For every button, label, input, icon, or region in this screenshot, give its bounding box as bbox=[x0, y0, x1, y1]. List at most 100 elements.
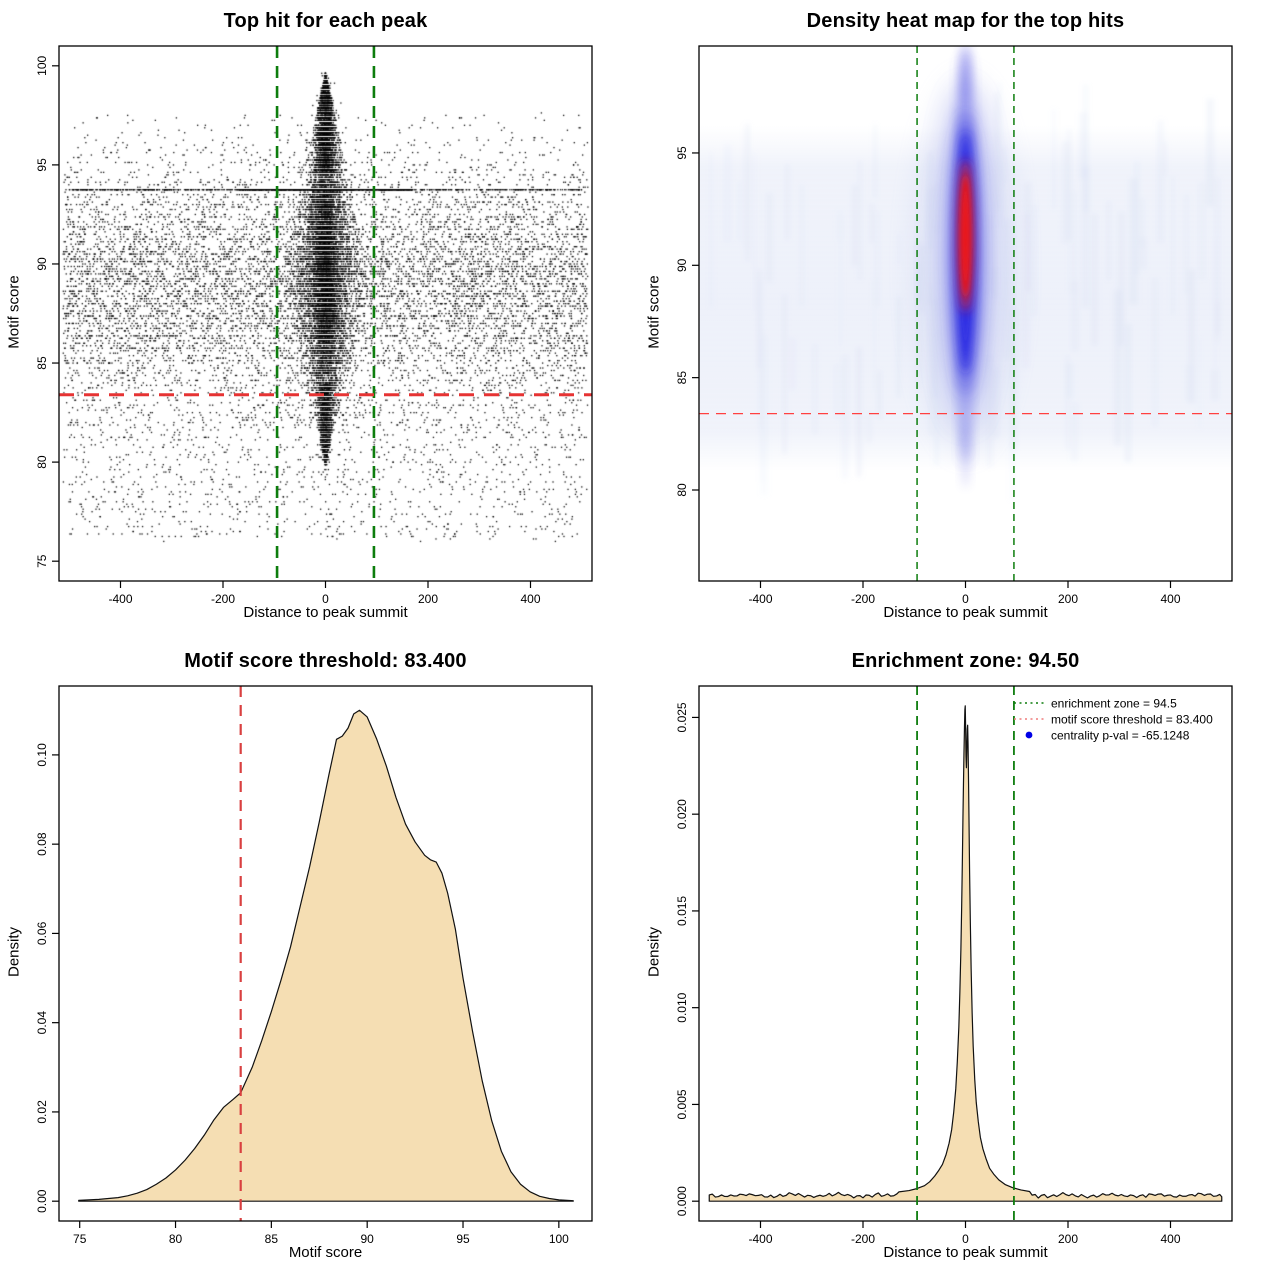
heatmap-streak bbox=[1184, 194, 1188, 294]
heatmap-streak bbox=[1206, 98, 1215, 206]
heatmap-streak bbox=[1061, 141, 1071, 243]
x-tick-label: 400 bbox=[1160, 592, 1180, 606]
y-axis-label: Motif score bbox=[645, 275, 663, 349]
heatmap-streak bbox=[1078, 112, 1088, 179]
heatmap-streak bbox=[723, 144, 732, 242]
x-tick-label: 95 bbox=[456, 1232, 470, 1246]
legend: enrichment zone = 94.5 motif score thresh… bbox=[1014, 696, 1213, 742]
heatmap-streak bbox=[760, 330, 765, 483]
panel-title: Enrichment zone: 94.50 bbox=[851, 650, 1080, 672]
x-tick-label: 85 bbox=[265, 1232, 279, 1246]
legend-label: motif score threshold = 83.400 bbox=[1051, 712, 1213, 726]
heatmap-streak bbox=[710, 151, 713, 309]
heatmap-streak bbox=[1022, 213, 1030, 369]
y-tick-label: 0.04 bbox=[35, 1011, 49, 1035]
heatmap-streak bbox=[872, 279, 877, 392]
heatmap-streak bbox=[838, 217, 842, 348]
heatmap-streak bbox=[1051, 109, 1056, 209]
legend-pval-dot bbox=[1025, 731, 1033, 739]
heatmap-streak bbox=[1114, 290, 1122, 446]
heatmap-streak bbox=[1170, 176, 1175, 316]
x-tick-label: 200 bbox=[1058, 592, 1078, 606]
x-tick-label: 200 bbox=[1058, 1232, 1078, 1246]
heatmap-streak bbox=[1214, 177, 1221, 335]
y-tick-label: 85 bbox=[675, 371, 689, 385]
heatmap-streak bbox=[1117, 212, 1125, 347]
plot-box bbox=[58, 685, 593, 1222]
x-tick-label: 90 bbox=[361, 1232, 375, 1246]
heatmap-streak bbox=[766, 193, 773, 283]
x-tick-label: -200 bbox=[851, 592, 875, 606]
heatmap-streak bbox=[1164, 141, 1167, 177]
heatmap-streak bbox=[1091, 214, 1098, 346]
heatmap-plot-svg: -400 -200 0 200 400 80 85 90 95 bbox=[675, 45, 1233, 606]
y-tick-label: 0.010 bbox=[675, 992, 689, 1022]
panel-motif-score-density: Motif score threshold: 83.400 75 80 85 90 95… bbox=[0, 640, 640, 1280]
heatmap-streak bbox=[1106, 201, 1111, 280]
panel-title: Motif score threshold: 83.400 bbox=[184, 650, 467, 672]
y-tick-label: 0.06 bbox=[35, 921, 49, 945]
y-tick-label: 0.000 bbox=[675, 1186, 689, 1216]
x-tick-label: 0 bbox=[962, 1232, 969, 1246]
x-tick-label: -400 bbox=[748, 1232, 772, 1246]
heatmap-streak bbox=[873, 124, 877, 198]
heatmap-blue-glow bbox=[961, 420, 970, 488]
heatmap-streak bbox=[1070, 402, 1079, 461]
heatmap-streak bbox=[856, 347, 863, 477]
heatmap-streak bbox=[812, 344, 818, 435]
y-tick-label: 90 bbox=[35, 257, 49, 271]
legend-label: enrichment zone = 94.5 bbox=[1051, 696, 1177, 710]
heatmap-streak bbox=[836, 210, 844, 241]
panel-density-heatmap: Density heat map for the top hits -400 -2… bbox=[640, 0, 1280, 640]
heatmap-streak bbox=[841, 355, 849, 479]
distance-density-plot-svg: -400 -200 0 200 400 0.000 0.005 0.010 0.015 0.020… bbox=[675, 685, 1233, 1246]
heatmap-streak bbox=[1152, 278, 1158, 427]
y-tick-label: 95 bbox=[35, 158, 49, 172]
y-tick-label: 0.00 bbox=[35, 1189, 49, 1213]
heatmap-streak bbox=[737, 181, 743, 241]
x-tick-label: 0 bbox=[962, 592, 969, 606]
x-tick-label: 400 bbox=[1160, 1232, 1180, 1246]
heatmap-streak bbox=[833, 364, 842, 420]
heatmap-streak bbox=[1139, 198, 1145, 247]
y-tick-label: 0.005 bbox=[675, 1089, 689, 1119]
heatmap-streak bbox=[876, 370, 882, 419]
y-tick-label: 0.020 bbox=[675, 799, 689, 829]
y-tick-label: 80 bbox=[35, 455, 49, 469]
x-tick-label: -400 bbox=[748, 592, 772, 606]
heatmap-streak bbox=[743, 125, 750, 249]
heatmap-streak bbox=[1065, 363, 1074, 399]
heatmap-streak bbox=[858, 160, 862, 280]
x-tick-label: 100 bbox=[549, 1232, 569, 1246]
x-axis-label: Distance to peak summit bbox=[883, 1244, 1048, 1261]
heatmap-streak bbox=[799, 184, 805, 306]
scatter-points-canvas bbox=[59, 46, 592, 581]
heatmap-streak bbox=[1198, 182, 1206, 280]
heatmap-streak bbox=[1188, 269, 1195, 404]
x-tick-label: 75 bbox=[73, 1232, 87, 1246]
heatmap-streak bbox=[1197, 336, 1202, 430]
y-tick-label: 75 bbox=[35, 554, 49, 568]
panel-title: Density heat map for the top hits bbox=[806, 10, 1125, 32]
y-tick-label: 0.08 bbox=[35, 832, 49, 856]
heatmap-streak bbox=[1009, 358, 1017, 501]
y-tick-label: 0.015 bbox=[675, 896, 689, 926]
x-axis-label: Distance to peak summit bbox=[883, 604, 1048, 621]
x-tick-label: -400 bbox=[108, 592, 132, 606]
y-tick-label: 100 bbox=[35, 55, 49, 75]
heatmap-streak bbox=[1210, 369, 1219, 401]
x-tick-label: -200 bbox=[851, 1232, 875, 1246]
heatmap-streak bbox=[1068, 191, 1078, 293]
y-axis-label: Density bbox=[5, 926, 23, 978]
x-tick-label: 0 bbox=[322, 592, 329, 606]
heatmap-streak bbox=[875, 211, 879, 307]
heatmap-layers bbox=[699, 46, 1232, 501]
y-tick-label: 80 bbox=[675, 483, 689, 497]
heatmap-streak bbox=[896, 297, 901, 398]
heatmap-streak bbox=[788, 337, 797, 391]
heatmap-streak bbox=[1129, 178, 1138, 305]
x-tick-label: 80 bbox=[169, 1232, 183, 1246]
heatmap-streak bbox=[1065, 355, 1070, 451]
plot-box bbox=[58, 45, 593, 582]
heatmap-streak bbox=[785, 164, 790, 240]
